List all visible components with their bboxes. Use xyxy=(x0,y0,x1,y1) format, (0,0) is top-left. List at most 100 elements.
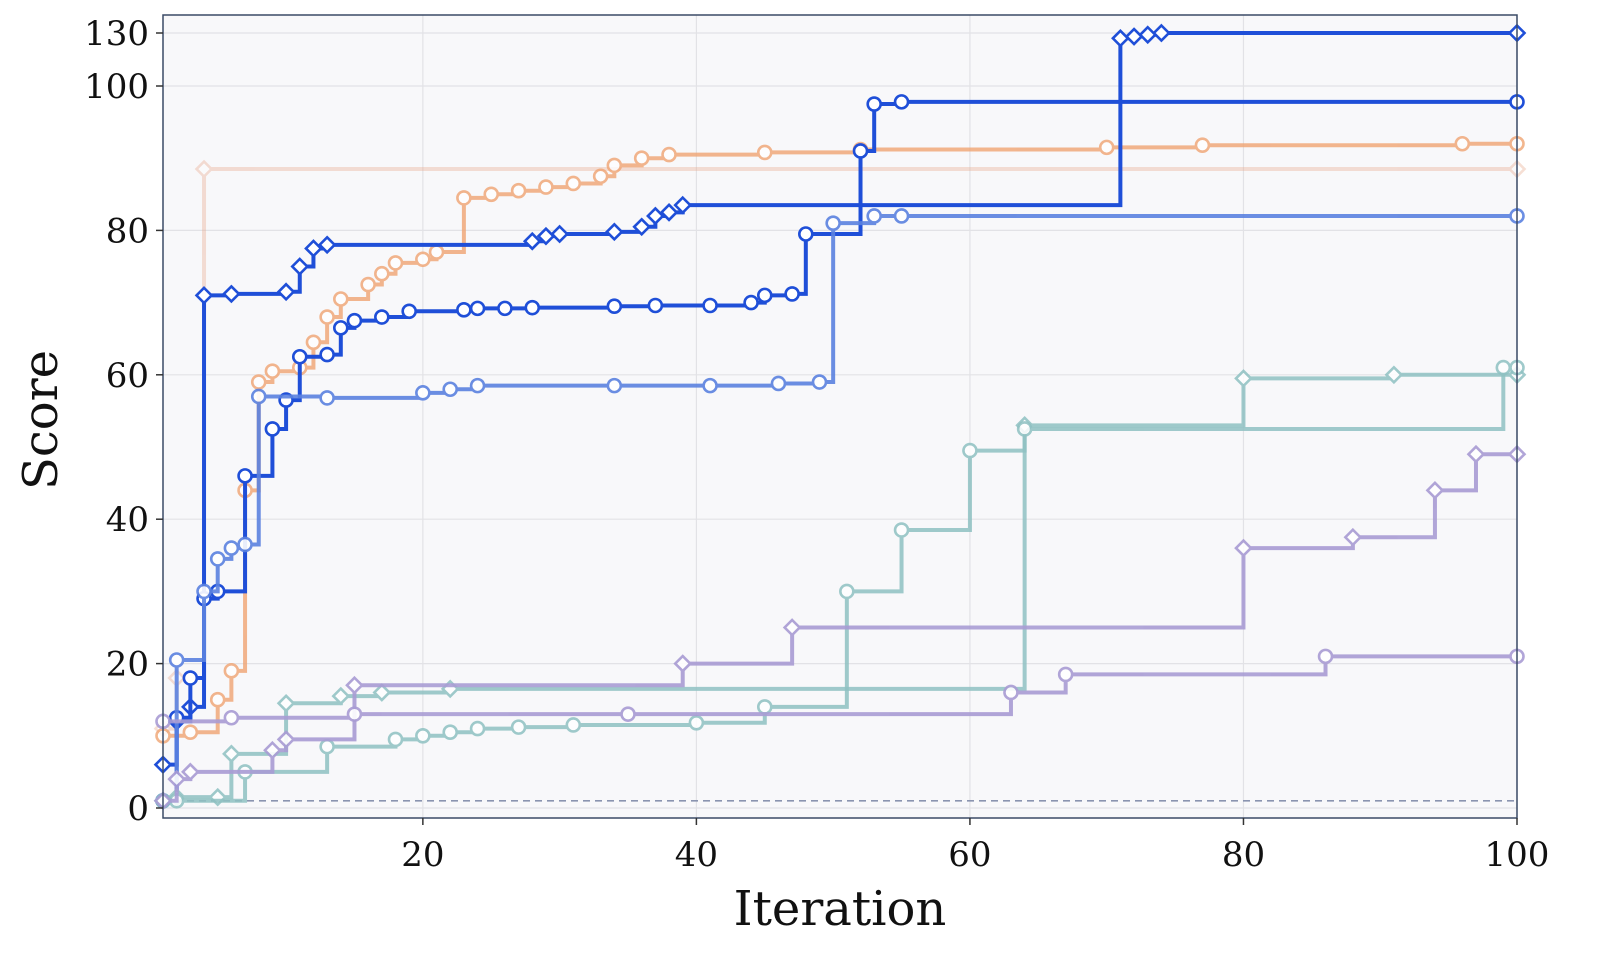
data-point xyxy=(1454,135,1471,152)
y-tick-label: 40 xyxy=(106,500,149,540)
data-point xyxy=(360,276,376,293)
data-point xyxy=(276,730,296,749)
data-point xyxy=(522,231,542,251)
data-point xyxy=(469,377,486,394)
data-point xyxy=(866,96,882,112)
data-point xyxy=(317,235,337,255)
data-point xyxy=(565,175,582,192)
data-point xyxy=(196,583,212,600)
data-point xyxy=(387,255,404,271)
data-point xyxy=(702,377,718,394)
series-7 xyxy=(155,359,1525,809)
data-point xyxy=(782,618,802,637)
data-point xyxy=(550,224,569,244)
data-point xyxy=(1317,648,1334,665)
series-group xyxy=(153,23,1527,811)
data-point xyxy=(167,769,187,789)
data-point xyxy=(1466,444,1486,464)
data-point xyxy=(565,717,582,733)
data-point xyxy=(305,334,322,351)
data-point xyxy=(456,302,472,318)
x-tick-label: 80 xyxy=(1222,835,1265,875)
data-point xyxy=(1057,666,1074,683)
y-tick-label: 20 xyxy=(106,645,149,685)
data-point xyxy=(469,300,486,317)
series-4 xyxy=(155,94,1525,809)
data-point xyxy=(223,709,240,726)
data-point xyxy=(264,421,281,437)
data-point xyxy=(332,320,349,336)
data-point xyxy=(510,182,527,199)
data-point xyxy=(497,300,513,317)
data-point xyxy=(1425,480,1445,500)
y-tick-label: 80 xyxy=(106,211,149,251)
data-point xyxy=(209,551,226,567)
data-point xyxy=(632,217,652,237)
data-point xyxy=(1234,538,1253,558)
x-axis-ticks: 20 40 60 80 100 xyxy=(401,818,1549,875)
data-point xyxy=(415,385,431,401)
data-point xyxy=(182,670,199,686)
data-point xyxy=(606,157,623,174)
data-point xyxy=(374,309,390,325)
data-point xyxy=(374,265,390,282)
data-point xyxy=(181,762,200,782)
data-point xyxy=(893,208,910,224)
data-point xyxy=(331,686,351,706)
series-3 xyxy=(153,23,1527,775)
y-tick-label: 60 xyxy=(106,356,149,396)
data-point xyxy=(606,377,623,394)
data-point xyxy=(661,146,677,163)
data-point xyxy=(510,719,527,735)
data-point xyxy=(319,346,335,363)
data-point xyxy=(168,652,185,668)
data-point xyxy=(756,699,773,715)
data-point xyxy=(524,299,541,316)
data-point xyxy=(1384,365,1404,385)
x-tick-label: 20 xyxy=(401,835,444,875)
y-tick-label: 130 xyxy=(84,14,149,54)
data-point xyxy=(194,286,214,305)
data-point xyxy=(646,206,665,226)
data-point xyxy=(319,390,335,406)
data-point xyxy=(962,442,978,459)
plot-frame xyxy=(162,14,1518,819)
data-point xyxy=(659,203,679,222)
y-tick-label: 0 xyxy=(127,789,149,829)
data-point xyxy=(415,727,431,744)
data-point xyxy=(264,363,281,379)
series-8 xyxy=(153,444,1527,811)
data-point xyxy=(673,195,693,215)
data-point xyxy=(756,144,773,161)
data-point xyxy=(237,536,253,553)
data-point xyxy=(346,706,363,722)
data-point xyxy=(469,720,486,737)
data-point xyxy=(263,740,282,760)
data-point xyxy=(592,168,609,185)
data-point xyxy=(209,691,226,708)
data-point xyxy=(319,309,335,325)
y-axis-ticks: 0 20 40 60 80 100 130 xyxy=(84,14,163,829)
data-point xyxy=(606,298,623,315)
data-point xyxy=(811,374,828,390)
data-point xyxy=(1234,369,1253,388)
data-point xyxy=(633,150,650,166)
data-point xyxy=(538,179,554,195)
data-point xyxy=(483,186,500,203)
x-tick-label: 40 xyxy=(675,835,718,875)
data-point xyxy=(250,388,267,405)
data-point xyxy=(428,244,445,260)
data-point xyxy=(756,287,773,304)
y-tick-label: 100 xyxy=(84,67,149,107)
data-point xyxy=(702,297,718,314)
x-tick-label: 100 xyxy=(1485,835,1550,875)
data-point xyxy=(893,522,910,538)
data-point xyxy=(372,683,392,702)
y-axis-label: Score xyxy=(13,350,69,490)
data-point xyxy=(673,654,693,673)
data-point xyxy=(893,94,910,110)
data-point xyxy=(442,381,459,398)
data-point xyxy=(825,215,841,231)
data-point xyxy=(332,291,349,307)
